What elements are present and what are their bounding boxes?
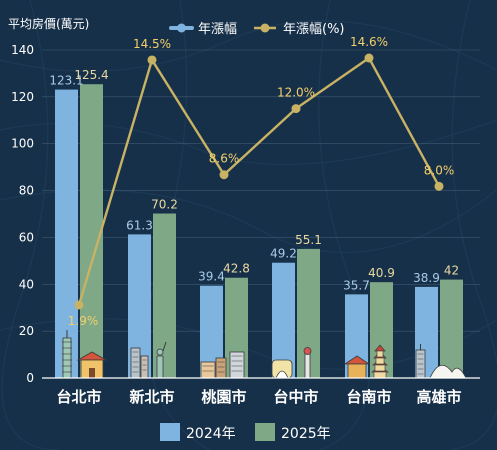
- map-road-2: [1, 0, 61, 450]
- bar-台南市-2025年: [370, 282, 393, 378]
- gate-body: [347, 363, 367, 379]
- building-block: [130, 347, 141, 379]
- bar-label-新北市-2025年: 70.2: [151, 198, 178, 212]
- bar-label-台中市-2024年: 49.2: [270, 247, 297, 261]
- statue-body: [156, 355, 164, 379]
- growth-point-高雄市: [434, 181, 444, 191]
- townhouse-icon: [200, 351, 245, 379]
- x-tick-label-台南市: 台南市: [346, 388, 391, 406]
- map-road-5: [449, 0, 497, 450]
- bar-label-桃園市-2025年: 42.8: [223, 262, 250, 276]
- bar-台中市-2024年: [272, 262, 295, 378]
- map-road-0: [0, 20, 497, 72]
- x-tick-label-台北市: 台北市: [56, 388, 101, 406]
- bars: [55, 84, 463, 378]
- growth-label-桃園市: 8.6%: [209, 152, 240, 166]
- y-tick-label-20: 20: [19, 324, 34, 338]
- bar-label-桃園市-2024年: 39.4: [198, 270, 225, 284]
- bar-label-高雄市-2025年: 42: [444, 264, 459, 278]
- tower-shaft: [304, 353, 311, 379]
- statue-head: [156, 348, 164, 356]
- map-road-4: [318, 0, 370, 450]
- legend-label-top-2: 年漲幅(%): [283, 22, 345, 37]
- building-block: [215, 357, 227, 379]
- axes: 0 20 40 60 80 100 120 140 平均房價(萬元) 台北市 新北市 桃園市 台中市 台南…: [8, 16, 480, 406]
- bar-台南市-2024年: [345, 294, 368, 378]
- pagoda-floor: [374, 364, 386, 372]
- growth-point-台中市: [291, 104, 301, 114]
- growth-point-台南市: [364, 53, 374, 63]
- bar-label-台北市-2025年: 125.4: [74, 68, 108, 82]
- bar-新北市-2025年: [153, 213, 176, 378]
- temple-icon: [76, 351, 108, 379]
- y-tick-label-80: 80: [19, 184, 34, 198]
- pagoda-floor: [373, 371, 387, 379]
- growth-label-台北市: 1.9%: [68, 314, 99, 328]
- growth-point-台北市: [74, 300, 84, 310]
- legend-label-2025: 2025年: [281, 426, 331, 442]
- y-axis-title: 平均房價(萬元): [8, 16, 89, 31]
- temple-door: [89, 368, 95, 378]
- growth-label-台南市: 14.6%: [350, 35, 388, 49]
- x-tick-label-台中市: 台中市: [273, 388, 318, 406]
- bar-新北市-2024年: [128, 234, 151, 378]
- bar-label-台南市-2024年: 35.7: [343, 278, 370, 292]
- liberty-statue-icon: [130, 341, 167, 379]
- growth-label-台中市: 12.0%: [277, 86, 315, 100]
- legend-label-top-1: 年漲幅: [198, 22, 237, 37]
- y-tick-label-100: 100: [11, 137, 34, 151]
- y-tick-label-60: 60: [19, 230, 34, 244]
- building-block: [140, 355, 149, 379]
- bar-台中市-2025年: [297, 248, 320, 378]
- y-tick-label-140: 140: [11, 43, 34, 57]
- opera-icon: [271, 359, 293, 379]
- pagoda-floor: [375, 357, 385, 365]
- tower-top: [303, 347, 312, 355]
- legends: 年漲幅 年漲幅(%) 2024年 2025年: [160, 22, 345, 442]
- tower-icon: [303, 347, 312, 379]
- growth-point-新北市: [147, 55, 157, 65]
- opera-house-shell: [429, 364, 467, 379]
- growth-point-桃園市: [219, 170, 229, 180]
- legend-marker-gold: [260, 23, 270, 33]
- opera-arch: [275, 370, 289, 379]
- bar-台北市-2025年: [80, 84, 103, 378]
- bar-台北市-2024年: [55, 89, 78, 378]
- growth-line: [74, 53, 444, 310]
- growth-label-高雄市: 8.0%: [424, 163, 455, 177]
- legend-marker-blue: [177, 23, 186, 33]
- x-tick-label-新北市: 新北市: [129, 388, 174, 406]
- legend-swatch-2024: [160, 423, 180, 441]
- gridlines: [42, 49, 480, 332]
- bar-label-新北市-2024年: 61.3: [126, 218, 153, 232]
- bar-label-台中市-2025年: 55.1: [295, 233, 322, 247]
- y-tick-label-120: 120: [11, 90, 34, 104]
- bar-桃園市-2024年: [200, 285, 223, 378]
- x-tick-label-桃園市: 桃園市: [201, 388, 246, 406]
- bar-label-台南市-2025年: 40.9: [368, 266, 395, 280]
- statue-torch: [162, 341, 167, 352]
- x-tick-label-高雄市: 高雄市: [416, 388, 461, 406]
- bar-label-高雄市-2024年: 38.9: [413, 271, 440, 285]
- opera-house-icon: [429, 364, 467, 379]
- bar-高雄市-2025年: [440, 279, 463, 378]
- growth-polyline: [77, 56, 441, 306]
- pagoda-icon: [370, 344, 390, 379]
- bar-label-台北市-2024年: 123.1: [49, 74, 83, 88]
- growth-label-新北市: 14.5%: [133, 37, 171, 51]
- gate-icon: [343, 355, 371, 379]
- landmark-icons: [62, 330, 467, 379]
- legend-swatch-2025: [255, 423, 275, 441]
- y-tick-label-40: 40: [19, 277, 34, 291]
- legend-label-2024: 2024年: [186, 426, 236, 442]
- y-tick-label-0: 0: [26, 371, 34, 385]
- building-block: [200, 361, 216, 379]
- pagoda-floor: [376, 350, 384, 358]
